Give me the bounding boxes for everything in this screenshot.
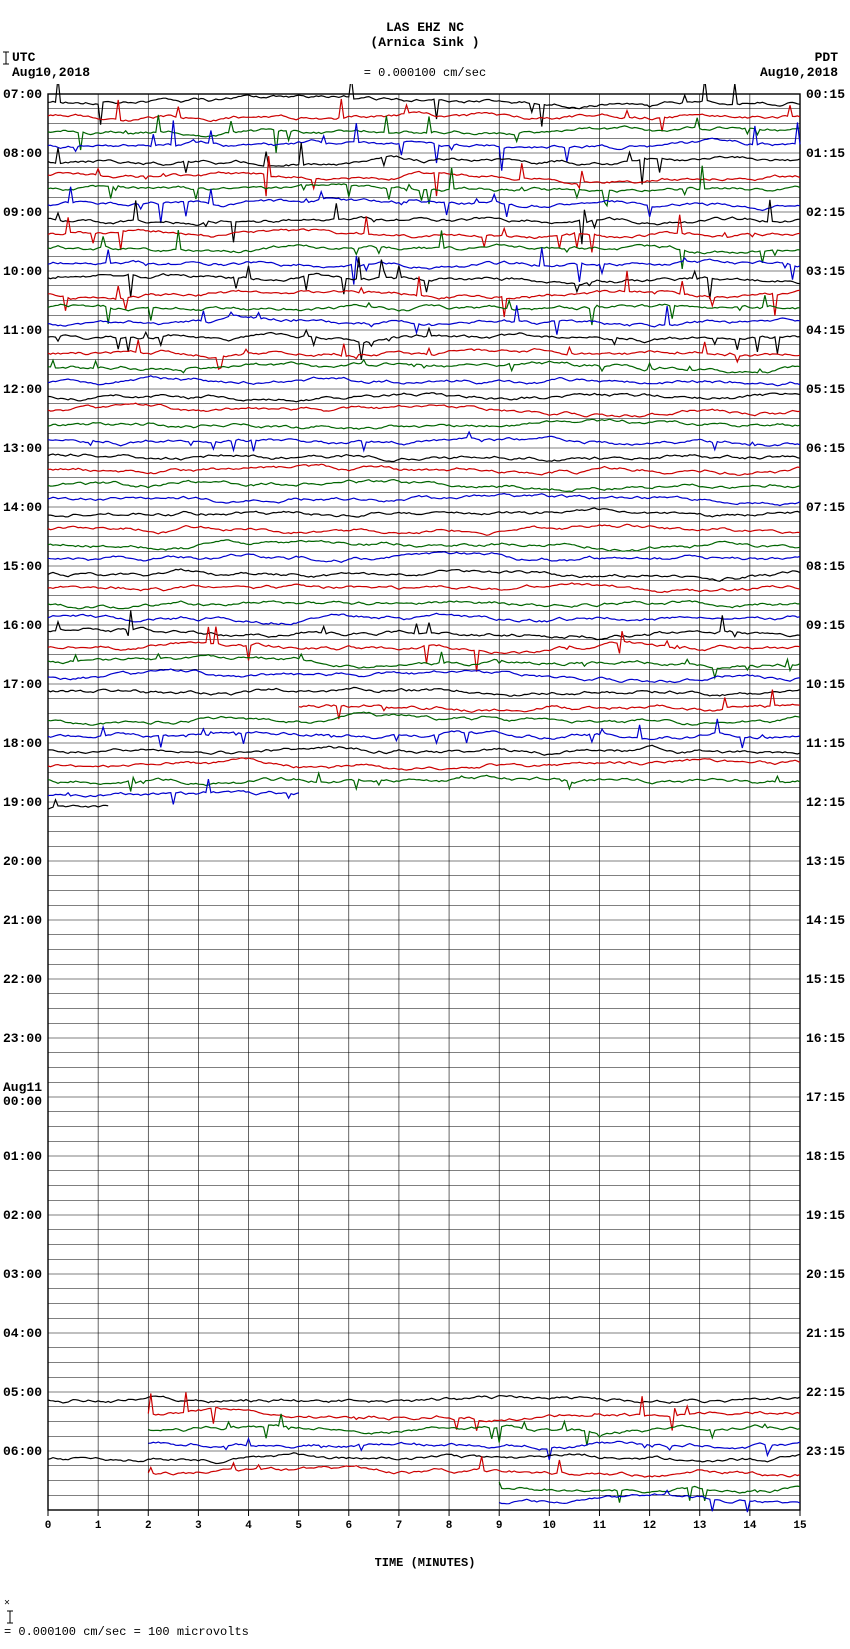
svg-text:9: 9 [496,1520,503,1532]
svg-text:17:15: 17:15 [806,1090,845,1105]
svg-text:10:15: 10:15 [806,677,845,692]
svg-text:Aug11: Aug11 [3,1080,42,1095]
svg-text:08:00: 08:00 [3,146,42,161]
svg-text:22:00: 22:00 [3,972,42,987]
date-left: Aug10,2018 [12,65,90,80]
svg-text:08:15: 08:15 [806,559,845,574]
tz-left-block: UTC Aug10,2018 [12,50,90,80]
svg-text:14:00: 14:00 [3,500,42,515]
scale-bar-icon [0,50,12,66]
svg-text:3: 3 [195,1520,202,1532]
svg-text:01:00: 01:00 [3,1149,42,1164]
tz-left: UTC [12,50,35,65]
scale-value: = 0.000100 cm/sec [364,66,486,80]
svg-text:10:00: 10:00 [3,264,42,279]
svg-text:5: 5 [295,1520,302,1532]
svg-text:11:15: 11:15 [806,736,845,751]
svg-text:2: 2 [145,1520,152,1532]
svg-text:21:15: 21:15 [806,1326,845,1341]
svg-text:15:00: 15:00 [3,559,42,574]
svg-text:22:15: 22:15 [806,1385,845,1400]
svg-text:03:00: 03:00 [3,1267,42,1282]
svg-text:13:15: 13:15 [806,854,845,869]
svg-text:06:15: 06:15 [806,441,845,456]
svg-text:7: 7 [396,1520,403,1532]
svg-text:07:00: 07:00 [3,87,42,102]
helicorder-svg: 012345678910111213141507:0000:1508:0001:… [0,84,850,1554]
svg-text:12: 12 [643,1520,656,1532]
svg-text:10: 10 [543,1520,556,1532]
helicorder-plot: 012345678910111213141507:0000:1508:0001:… [0,84,850,1554]
svg-text:23:00: 23:00 [3,1031,42,1046]
tz-right: PDT [815,50,838,65]
scale-bar-icon [4,1609,16,1625]
svg-text:16:00: 16:00 [3,618,42,633]
svg-text:19:00: 19:00 [3,795,42,810]
svg-text:18:00: 18:00 [3,736,42,751]
svg-text:12:15: 12:15 [806,795,845,810]
svg-text:15:15: 15:15 [806,972,845,987]
svg-text:02:00: 02:00 [3,1208,42,1223]
svg-text:1: 1 [95,1520,102,1532]
svg-text:6: 6 [345,1520,352,1532]
svg-text:11: 11 [593,1520,607,1532]
svg-text:13:00: 13:00 [3,441,42,456]
date-right: Aug10,2018 [760,65,838,80]
svg-text:19:15: 19:15 [806,1208,845,1223]
svg-text:01:15: 01:15 [806,146,845,161]
svg-text:11:00: 11:00 [3,323,42,338]
footer-scale-text: = 0.000100 cm/sec = 100 microvolts [4,1625,249,1639]
svg-text:20:15: 20:15 [806,1267,845,1282]
svg-text:13: 13 [693,1520,707,1532]
svg-text:14: 14 [743,1520,757,1532]
svg-text:16:15: 16:15 [806,1031,845,1046]
svg-text:07:15: 07:15 [806,500,845,515]
svg-text:05:15: 05:15 [806,382,845,397]
tz-right-block: PDT Aug10,2018 [760,50,838,80]
svg-text:04:15: 04:15 [806,323,845,338]
svg-text:0: 0 [45,1520,52,1532]
svg-text:20:00: 20:00 [3,854,42,869]
svg-text:14:15: 14:15 [806,913,845,928]
svg-text:04:00: 04:00 [3,1326,42,1341]
footer-scale: × = 0.000100 cm/sec = 100 microvolts [4,1592,850,1639]
svg-text:8: 8 [446,1520,453,1532]
station-subtitle: (Arnica Sink ) [0,35,850,50]
svg-text:03:15: 03:15 [806,264,845,279]
svg-text:09:15: 09:15 [806,618,845,633]
svg-text:09:00: 09:00 [3,205,42,220]
svg-text:21:00: 21:00 [3,913,42,928]
scale-indicator: = 0.000100 cm/sec [0,50,850,80]
svg-text:00:00: 00:00 [3,1094,42,1109]
svg-text:15: 15 [793,1520,807,1532]
svg-text:4: 4 [245,1520,252,1532]
xaxis-label: TIME (MINUTES) [0,1556,850,1570]
svg-text:12:00: 12:00 [3,382,42,397]
svg-text:02:15: 02:15 [806,205,845,220]
svg-text:18:15: 18:15 [806,1149,845,1164]
station-title: LAS EHZ NC [0,20,850,35]
svg-text:23:15: 23:15 [806,1444,845,1459]
svg-text:17:00: 17:00 [3,677,42,692]
svg-text:06:00: 06:00 [3,1444,42,1459]
svg-text:05:00: 05:00 [3,1385,42,1400]
svg-text:00:15: 00:15 [806,87,845,102]
